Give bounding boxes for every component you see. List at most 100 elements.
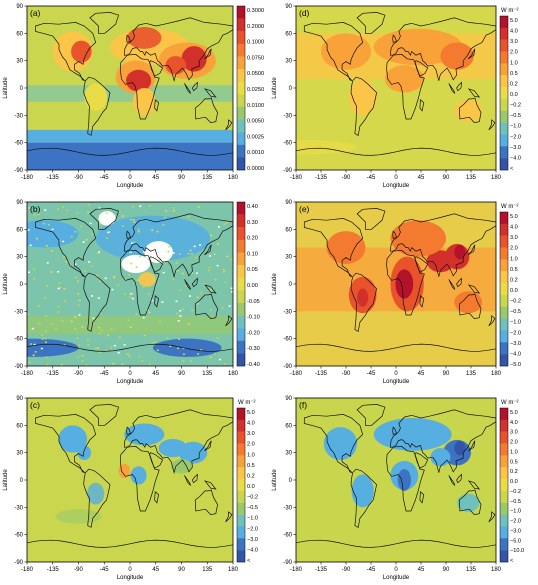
x-tick-label: -90 [342, 371, 351, 377]
noise-pixel [98, 251, 101, 253]
noise-pixel [129, 293, 132, 295]
colorbar-swatch [500, 306, 508, 319]
colorbar-swatch [237, 202, 245, 215]
noise-pixel [41, 334, 44, 336]
y-axis-label: Latitude [3, 469, 9, 491]
noise-pixel [167, 250, 170, 253]
x-tick-label: 180 [491, 175, 502, 181]
colorbar-swatch [500, 479, 508, 492]
colorbar-label: −2.0 [247, 526, 258, 532]
coastline [35, 22, 97, 82]
colorbar-swatch [237, 419, 245, 432]
colorbar-label: −5.0 [510, 538, 521, 544]
noise-pixel [29, 244, 32, 246]
noise-pixel [195, 256, 198, 259]
noise-pixel [177, 319, 180, 322]
x-axis-label: Longitude [117, 379, 144, 385]
x-tick-label: -135 [47, 567, 60, 573]
colorbar-label: 0.2 [510, 277, 518, 283]
colorbar-swatch [237, 277, 245, 291]
field-layer [27, 202, 233, 366]
coastline [488, 315, 496, 327]
field-band [27, 315, 233, 335]
field-blob [58, 425, 88, 453]
coastline [204, 480, 217, 490]
x-tick-label: -90 [342, 567, 351, 573]
coastline [303, 414, 364, 474]
noise-pixel [74, 315, 77, 318]
noise-pixel [139, 205, 142, 207]
map-background [27, 398, 233, 562]
coastline [123, 409, 233, 475]
noise-pixel [214, 278, 217, 281]
noise-pixel [182, 353, 185, 355]
colorbar-label: 0.0050 [247, 119, 264, 125]
noise-pixel [176, 312, 179, 315]
noise-pixel [210, 234, 213, 237]
field-blob [27, 338, 79, 357]
noise-pixel [112, 362, 115, 365]
field-blob [152, 338, 222, 357]
colorbar-label: −4.0 [247, 547, 258, 553]
noise-pixel [176, 347, 179, 350]
colorbar-swatch [237, 455, 245, 468]
field-layer [27, 398, 233, 562]
colorbar-swatch [237, 18, 245, 32]
coastline [303, 22, 364, 82]
x-tick-label: -45 [100, 567, 109, 573]
noise-pixel [121, 225, 124, 227]
noise-pixel [177, 338, 180, 340]
colorbar-label: 0.10 [247, 251, 258, 257]
colorbar-swatch [500, 134, 508, 147]
colorbar-swatch [500, 318, 508, 331]
y-axis-label: Latitude [272, 77, 278, 99]
coastline [89, 208, 120, 230]
coastline-antarctica [296, 343, 496, 352]
coastline [350, 76, 377, 136]
y-tick-label: -60 [14, 337, 23, 343]
x-tick-label: -180 [21, 371, 34, 377]
coastlines [303, 208, 496, 332]
coastline [204, 244, 212, 256]
coastline-antarctica [27, 539, 233, 548]
noise-pixel [127, 353, 130, 356]
colorbar-label: < [247, 558, 250, 564]
x-axis-label: Longitude [383, 575, 410, 581]
coastline [119, 53, 160, 120]
y-tick-label: 90 [285, 200, 292, 206]
noise-pixel [117, 352, 120, 354]
noise-pixel [217, 243, 220, 245]
noise-pixel [27, 229, 30, 231]
noise-pixel [210, 289, 213, 292]
y-axis-label: Latitude [272, 273, 278, 295]
noise-pixel [44, 209, 47, 211]
colorbar-label: 0.0 [510, 479, 518, 485]
coastline [390, 17, 496, 81]
colorbar-swatch [500, 110, 508, 123]
noise-pixel [90, 265, 93, 267]
noise-pixel [168, 245, 171, 248]
noise-pixel [34, 351, 37, 353]
y-tick-label: 30 [16, 59, 23, 65]
colorbar-swatch [500, 63, 508, 76]
noise-pixel [38, 323, 41, 325]
colorbar-swatch [500, 271, 508, 284]
y-tick-label: -90 [283, 168, 292, 174]
colorbar-label: 2.0 [247, 442, 255, 448]
noise-pixel [98, 327, 101, 329]
colorbar-label: 0.2 [510, 81, 518, 87]
y-tick-label: 60 [285, 31, 292, 37]
noise-pixel [117, 284, 120, 287]
colorbar-label: −5.0 [510, 362, 521, 368]
noise-pixel [76, 280, 79, 282]
coastline [456, 81, 463, 92]
noise-pixel [199, 244, 202, 246]
noise-pixel [111, 288, 114, 291]
noise-pixel [27, 313, 30, 316]
noise-pixel [151, 229, 154, 231]
coastline [83, 468, 111, 528]
colorbar-label: 3.0 [247, 431, 255, 437]
colorbar-swatch [500, 330, 508, 343]
field-blob [454, 99, 483, 122]
colorbar-label: −10.0 [510, 548, 524, 554]
